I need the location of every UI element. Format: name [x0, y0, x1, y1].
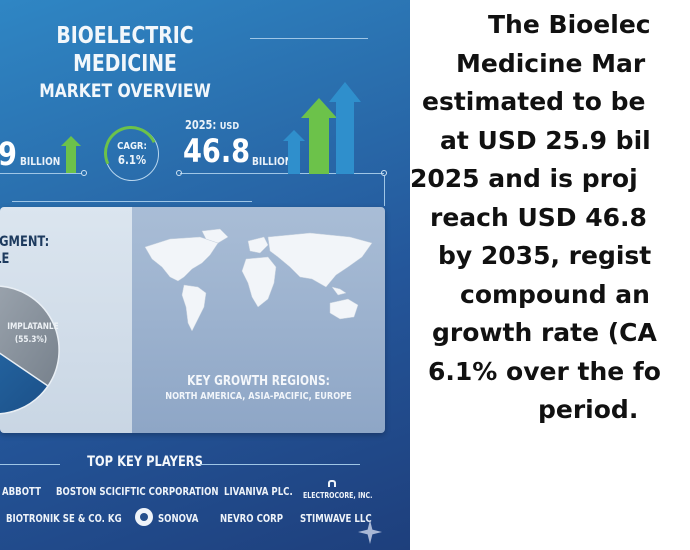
description-line: compound an [460, 279, 650, 309]
segment-pie-chart [0, 285, 60, 415]
stat-2025-unit: BILLION [20, 155, 61, 168]
description-line: at USD 25.9 bil [440, 125, 651, 155]
player-abbott: ABBOTT [2, 485, 41, 498]
title-divider [250, 38, 368, 39]
stat-2025-value: 9 [0, 135, 17, 173]
description-line: 6.1% over the fo [428, 356, 661, 386]
stat-2035-unit: BILLION [252, 155, 293, 168]
segment-title-line-2: NTABLE [0, 251, 10, 267]
panel-bracket [12, 201, 252, 202]
description-line: period. [538, 395, 639, 424]
stat-2035-value: 46.8 [183, 132, 251, 170]
growth-arrow-blue-small-icon [283, 130, 305, 174]
description-line: by 2035, regist [438, 241, 652, 270]
player-sonova: SONOVA [158, 512, 199, 525]
player-biotronik: BIOTRONIK SE & CO. KG [6, 512, 122, 525]
connector-node [81, 170, 87, 176]
stat-2035-year-label: 2025: [185, 118, 217, 132]
regions-title: KEY GROWTH REGIONS: [187, 374, 330, 389]
electrocore-logo-icon [328, 480, 336, 487]
stat-2035-currency: USD [219, 121, 240, 132]
growth-arrow-blue-large-icon [329, 82, 361, 174]
cagr-badge: CAGR: 6.1% [96, 118, 166, 188]
description-line: reach USD 46.8 [430, 202, 647, 232]
stat-2025-underline [0, 173, 82, 174]
vertical-connector [384, 176, 385, 206]
title-line-2: MARKET OVERVIEW [39, 80, 211, 102]
player-nevro: NEVRO CORP [220, 512, 284, 525]
player-electrocore: ELECTROCORE, INC. [303, 491, 373, 500]
stat-2035-year: 2025: USD [185, 118, 239, 132]
world-map [144, 228, 373, 332]
pie-percent: (55.3%) [14, 335, 48, 345]
stat-2035-underline [180, 173, 384, 174]
connector-node [176, 170, 182, 176]
regions-list: NORTH AMERICA, ASIA-PACIFIC, EUROPE [165, 391, 352, 402]
description-line: The Bioelec [488, 10, 651, 39]
infographic-title: BIOELECTRIC MEDICINE MARKET OVERVIEW [23, 22, 228, 104]
player-livanova: LIVANIVA PLC. [224, 485, 293, 498]
pie-label: IMPLATANLE [7, 322, 59, 332]
segment-title-line-1: NG SEGMENT: [0, 234, 50, 250]
cagr-label: CAGR: [117, 141, 147, 152]
sonova-logo-icon [135, 508, 153, 526]
market-infographic: BIOELECTRIC MEDICINE MARKET OVERVIEW 9 B… [0, 0, 410, 550]
title-line-1: BIOELECTRIC MEDICINE [56, 23, 194, 77]
player-boston-scientific: BOSTON SCICIFTIC CORPORATION [56, 485, 219, 498]
player-stimwave: STIMWAVE LLC [300, 512, 372, 525]
description-line: Medicine Mar [456, 48, 646, 78]
segment-panel: NG SEGMENT: NTABLE [0, 207, 132, 433]
players-title: TOP KEY PLAYERS [87, 454, 203, 470]
description-line: 2025 and is proj [410, 164, 638, 193]
cagr-value: 6.1% [117, 153, 147, 167]
players-divider-right [200, 464, 360, 465]
players-divider-left [0, 464, 60, 465]
growth-arrow-green-icon [301, 98, 337, 174]
growth-arrow-small-icon [61, 136, 81, 174]
connector-node [381, 170, 387, 176]
description-line: growth rate (CA [432, 318, 657, 347]
segment-title: NG SEGMENT: NTABLE [0, 234, 49, 268]
market-description: The Bioelec Medicine Mar estimated to be… [410, 6, 690, 430]
description-line: estimated to be [422, 87, 646, 116]
